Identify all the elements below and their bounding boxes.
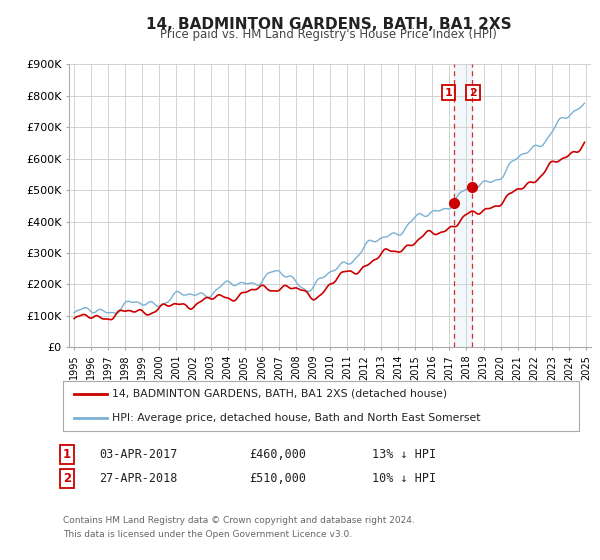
Bar <box>454 64 472 347</box>
Text: 13% ↓ HPI: 13% ↓ HPI <box>372 448 436 461</box>
Text: 10% ↓ HPI: 10% ↓ HPI <box>372 472 436 486</box>
Text: 1: 1 <box>63 448 71 461</box>
Text: HPI: Average price, detached house, Bath and North East Somerset: HPI: Average price, detached house, Bath… <box>112 413 481 423</box>
Text: Contains HM Land Registry data © Crown copyright and database right 2024.: Contains HM Land Registry data © Crown c… <box>63 516 415 525</box>
Text: 1: 1 <box>445 88 452 97</box>
Text: 27-APR-2018: 27-APR-2018 <box>99 472 178 486</box>
Text: 2: 2 <box>469 88 477 97</box>
Text: This data is licensed under the Open Government Licence v3.0.: This data is licensed under the Open Gov… <box>63 530 352 539</box>
Text: £460,000: £460,000 <box>249 448 306 461</box>
Text: £510,000: £510,000 <box>249 472 306 486</box>
Text: Price paid vs. HM Land Registry's House Price Index (HPI): Price paid vs. HM Land Registry's House … <box>160 28 497 41</box>
Text: 14, BADMINTON GARDENS, BATH, BA1 2XS (detached house): 14, BADMINTON GARDENS, BATH, BA1 2XS (de… <box>112 389 447 399</box>
Text: 03-APR-2017: 03-APR-2017 <box>99 448 178 461</box>
Text: 14, BADMINTON GARDENS, BATH, BA1 2XS: 14, BADMINTON GARDENS, BATH, BA1 2XS <box>146 17 512 32</box>
Text: 2: 2 <box>63 472 71 486</box>
